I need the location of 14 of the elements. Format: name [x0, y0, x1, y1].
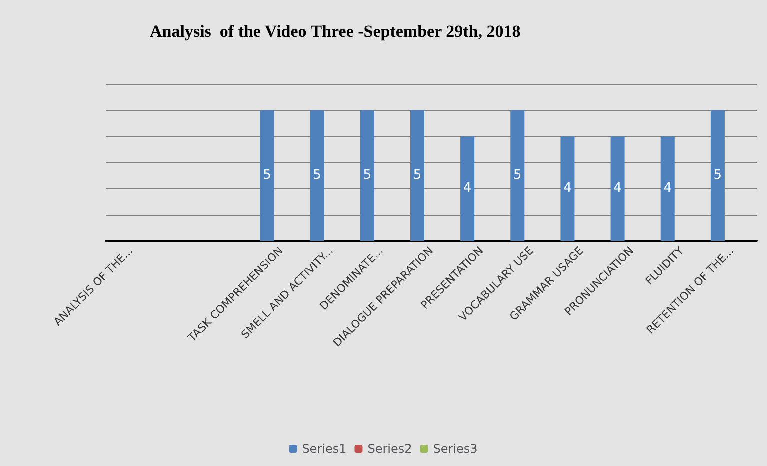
- data-label: 5: [263, 168, 272, 184]
- data-label: 5: [413, 168, 422, 184]
- data-label: 4: [564, 181, 572, 196]
- data-label: 4: [664, 181, 672, 196]
- data-label: 4: [614, 181, 622, 196]
- chart-title: Analysis of the Video Three -September 29th, 2018: [150, 22, 521, 41]
- data-label: 5: [313, 168, 322, 184]
- data-label: 4: [463, 181, 472, 196]
- data-label: 5: [714, 168, 722, 184]
- legend-label: Series2: [368, 442, 412, 456]
- legend-label: Series1: [302, 442, 347, 456]
- data-label: 5: [363, 168, 372, 184]
- legend-label: Series3: [433, 442, 478, 456]
- data-label: 5: [513, 168, 522, 184]
